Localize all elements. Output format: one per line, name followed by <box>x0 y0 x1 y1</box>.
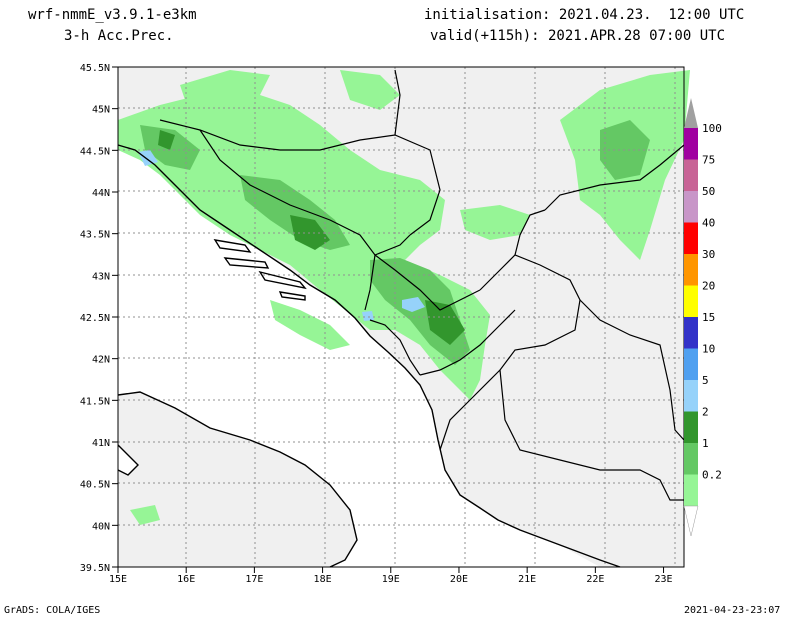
colorbar-label: 15 <box>702 311 715 324</box>
colorbar-label: 75 <box>702 154 715 167</box>
colorbar: 100 75 50 40 30 20 15 10 5 2 1 0.2 <box>683 98 722 537</box>
latitude-axis: 45.5N 45N 44.5N 44N 43.5N 43N 42.5N 42N 41.5N 41N… <box>80 63 118 574</box>
lon-label: 18E <box>314 574 332 585</box>
colorbar-segment <box>684 128 698 160</box>
lat-label: 41N <box>92 438 110 449</box>
borders <box>159 69 685 501</box>
lat-label: 43.5N <box>80 230 110 241</box>
colorbar-segment <box>684 222 698 254</box>
graticule <box>118 67 684 567</box>
lat-label: 40N <box>92 521 110 532</box>
colorbar-label: 0.2 <box>702 469 722 482</box>
lat-label: 44N <box>92 188 110 199</box>
model-title: wrf-nmmE_v3.9.1-e3km <box>28 7 197 23</box>
init-time: initialisation: 2021.04.23. 12:00 UTC <box>424 7 745 23</box>
valid-time: valid(+115h): 2021.APR.28 07:00 UTC <box>430 28 726 44</box>
colorbar-segment <box>684 348 698 380</box>
lat-label: 44.5N <box>80 146 110 157</box>
colorbar-segment <box>684 443 698 475</box>
lat-label: 42.5N <box>80 313 110 324</box>
field-title: 3-h Acc.Prec. <box>64 28 174 44</box>
colorbar-label: 30 <box>702 248 715 261</box>
colorbar-label: 20 <box>702 280 715 293</box>
colorbar-label: 10 <box>702 343 715 356</box>
colorbar-label: 40 <box>702 217 715 230</box>
lat-label: 45.5N <box>80 63 110 74</box>
lon-label: 22E <box>586 574 604 585</box>
colorbar-label: 50 <box>702 185 715 198</box>
lat-label: 41.5N <box>80 396 110 407</box>
lon-label: 21E <box>518 574 536 585</box>
lon-label: 16E <box>177 574 195 585</box>
colorbar-segment <box>684 159 698 191</box>
longitude-axis: 15E 16E 17E 18E 19E 20E 21E 22E 23E <box>109 567 673 585</box>
colorbar-segment <box>684 317 698 349</box>
lon-label: 23E <box>655 574 673 585</box>
colorbar-top-arrow <box>684 98 698 128</box>
lat-label: 43N <box>92 271 110 282</box>
lat-label: 42N <box>92 355 110 366</box>
footer-credit: GrADS: COLA/IGES <box>4 605 101 616</box>
lon-label: 17E <box>245 574 263 585</box>
colorbar-label: 5 <box>702 374 709 387</box>
coastlines <box>117 144 621 568</box>
lon-label: 15E <box>109 574 127 585</box>
lon-label: 20E <box>450 574 468 585</box>
colorbar-segment <box>684 474 698 506</box>
footer-timestamp: 2021-04-23-23:07 <box>684 605 781 616</box>
lat-label: 45N <box>92 105 110 116</box>
colorbar-segment <box>684 285 698 317</box>
colorbar-segment <box>684 191 698 223</box>
lat-label: 40.5N <box>80 480 110 491</box>
colorbar-label: 100 <box>702 122 722 135</box>
colorbar-segment <box>684 411 698 443</box>
colorbar-label: 2 <box>702 406 709 419</box>
lat-label: 39.5N <box>80 563 110 574</box>
colorbar-bottom-arrow <box>683 505 699 537</box>
colorbar-segment <box>684 380 698 412</box>
colorbar-label: 1 <box>702 437 709 450</box>
lon-label: 19E <box>382 574 400 585</box>
colorbar-segment <box>684 254 698 286</box>
